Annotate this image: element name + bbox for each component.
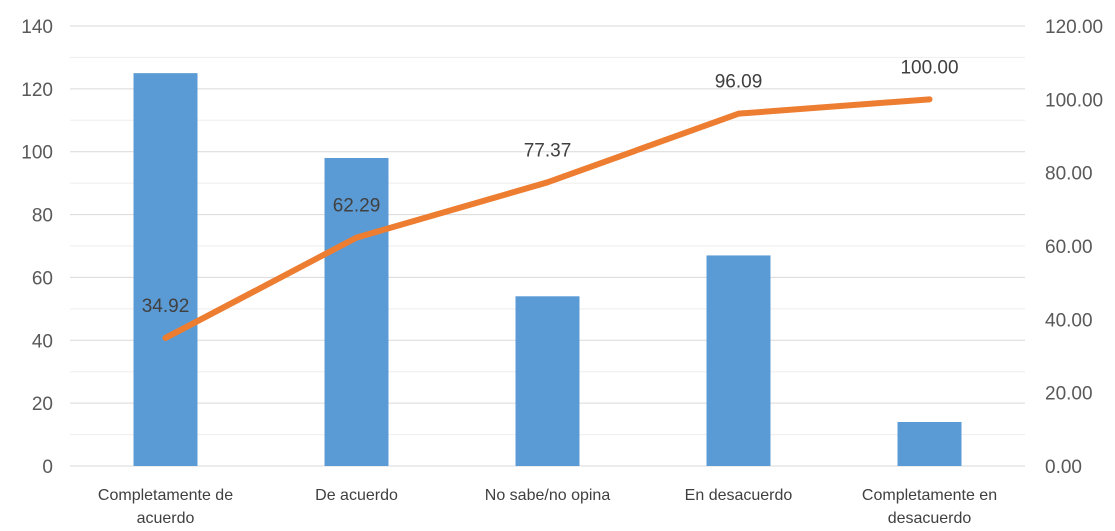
left-axis-tick-label: 40 xyxy=(32,331,53,352)
cumulative-line-series xyxy=(162,96,933,341)
left-axis-tick-label: 60 xyxy=(32,268,53,289)
bar xyxy=(133,73,198,467)
left-axis-tick-label: 20 xyxy=(32,394,53,415)
bar-series xyxy=(133,73,962,467)
left-axis-tick-label: 100 xyxy=(21,143,53,164)
data-label: 77.37 xyxy=(524,140,572,161)
category-label: Completamente de acuerdo xyxy=(98,487,233,527)
bar xyxy=(515,296,580,466)
left-axis-tick-label: 120 xyxy=(21,80,53,101)
left-axis: 0 20 40 60 80 100 120 140 xyxy=(21,17,53,478)
left-axis-tick-label: 140 xyxy=(21,17,53,38)
right-axis-tick-label: 0.00 xyxy=(1045,457,1082,478)
left-axis-tick-label: 80 xyxy=(32,206,53,227)
bar xyxy=(897,422,962,466)
data-label: 62.29 xyxy=(333,196,381,217)
right-axis-tick-label: 80.00 xyxy=(1045,164,1093,185)
right-axis-tick-label: 120.00 xyxy=(1045,17,1103,38)
line-data-labels: 34.92 62.29 77.37 96.09 100.00 xyxy=(142,57,959,317)
right-axis: 0.00 20.00 40.00 60.00 80.00 100.00 120.00 xyxy=(1045,17,1103,478)
category-label: De acuerdo xyxy=(315,487,398,504)
category-label: Completamente en desacuerdo xyxy=(862,487,997,527)
category-label: No sabe/no opina xyxy=(485,487,611,504)
data-label: 96.09 xyxy=(715,72,763,93)
right-axis-tick-label: 20.00 xyxy=(1045,384,1093,405)
cumulative-line xyxy=(162,96,933,341)
category-axis: Completamente de acuerdo De acuerdo No sabe… xyxy=(98,487,997,527)
right-axis-tick-label: 40.00 xyxy=(1045,310,1093,331)
right-axis-tick-label: 60.00 xyxy=(1045,237,1093,258)
right-axis-tick-label: 100.00 xyxy=(1045,90,1103,111)
data-label: 34.92 xyxy=(142,296,190,317)
category-label: En desacuerdo xyxy=(685,487,793,504)
data-label: 100.00 xyxy=(900,57,958,78)
bar xyxy=(706,255,771,466)
left-axis-tick-label: 0 xyxy=(42,457,53,478)
bar xyxy=(324,158,389,466)
